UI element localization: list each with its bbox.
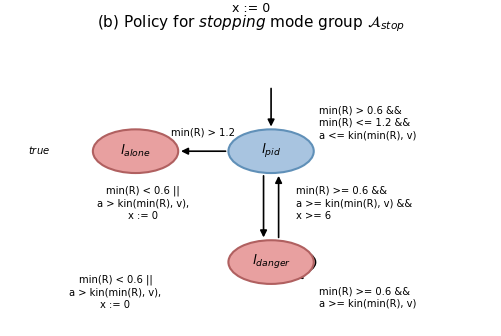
Text: min(R) >= 0.6 &&
a >= kin(min(R), v): min(R) >= 0.6 && a >= kin(min(R), v) bbox=[318, 286, 415, 308]
Text: x := 0: x := 0 bbox=[231, 2, 270, 15]
Text: $l_{pid}$: $l_{pid}$ bbox=[261, 142, 281, 160]
Text: $l_{danger}$: $l_{danger}$ bbox=[251, 253, 290, 271]
Text: min(R) < 0.6 ||
a > kin(min(R), v),
x := 0: min(R) < 0.6 || a > kin(min(R), v), x :=… bbox=[69, 275, 161, 310]
FancyArrowPatch shape bbox=[260, 176, 266, 236]
FancyArrowPatch shape bbox=[182, 149, 225, 154]
FancyArrowPatch shape bbox=[269, 135, 289, 168]
Ellipse shape bbox=[93, 129, 178, 173]
Text: $l_{alone}$: $l_{alone}$ bbox=[120, 143, 151, 159]
Text: (b) Policy for $\mathit{stopping}$ mode group $\mathcal{A}_{stop}$: (b) Policy for $\mathit{stopping}$ mode … bbox=[97, 13, 404, 34]
Text: min(R) < 0.6 ||
a > kin(min(R), v),
x := 0: min(R) < 0.6 || a > kin(min(R), v), x :=… bbox=[97, 185, 189, 221]
FancyArrowPatch shape bbox=[252, 246, 273, 279]
FancyArrowPatch shape bbox=[117, 135, 137, 167]
Text: min(R) >= 0.6 &&
a >= kin(min(R), v) &&
x >= 6: min(R) >= 0.6 && a >= kin(min(R), v) && … bbox=[296, 186, 412, 221]
Text: min(R) > 0.6 &&
min(R) <= 1.2 &&
a <= kin(min(R), v): min(R) > 0.6 && min(R) <= 1.2 && a <= ki… bbox=[318, 105, 415, 140]
Ellipse shape bbox=[228, 129, 313, 173]
FancyArrowPatch shape bbox=[275, 178, 281, 238]
Text: min(R) > 1.2: min(R) > 1.2 bbox=[171, 128, 235, 138]
FancyArrowPatch shape bbox=[295, 246, 315, 278]
Ellipse shape bbox=[228, 240, 313, 284]
Text: $\mathit{true}$: $\mathit{true}$ bbox=[28, 143, 50, 156]
